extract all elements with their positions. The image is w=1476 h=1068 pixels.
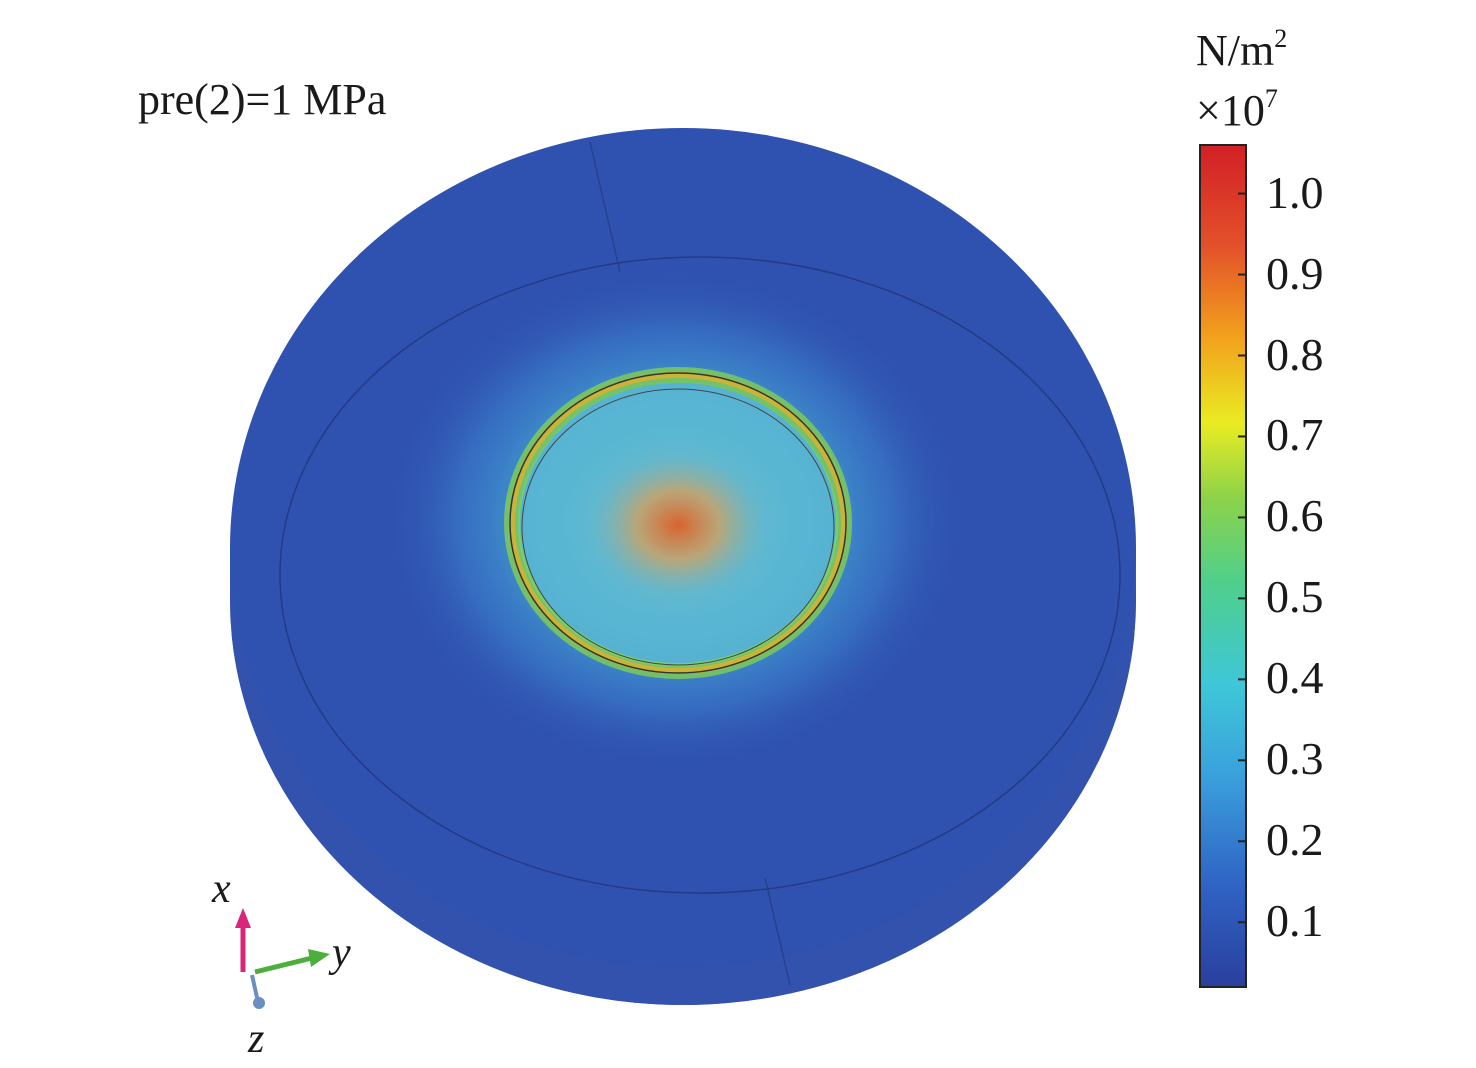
- x-arrow-head: [235, 908, 251, 928]
- y-axis-label: y: [332, 930, 351, 976]
- colorbar-tick-label: 0.9: [1266, 247, 1324, 299]
- stress-peak: [558, 425, 798, 625]
- colorbar-tick-label: 1.0: [1266, 166, 1324, 218]
- figure-annotation: pre(2)=1 MPa: [138, 75, 387, 124]
- colorbar-tick-label: 0.2: [1266, 814, 1324, 866]
- colorbar-ticks: [1238, 192, 1246, 924]
- colorbar-tick-label: 0.6: [1266, 490, 1324, 542]
- colorbar-unit: N/m2: [1196, 26, 1287, 73]
- inner-rim: [279, 256, 1121, 894]
- multiplier-exponent: 7: [1264, 84, 1278, 113]
- x-axis-label: x: [212, 866, 231, 912]
- seam-top: [589, 141, 621, 273]
- ring-edge: [509, 372, 847, 674]
- colorbar-tick-label: 0.3: [1266, 733, 1324, 785]
- colorbar-tick-label: 0.1: [1266, 895, 1324, 947]
- axes-triad: [235, 908, 330, 1009]
- multiplier-base: ×10: [1196, 86, 1265, 135]
- colorbar: [1199, 144, 1247, 988]
- colorbar-multiplier: ×107: [1196, 86, 1278, 133]
- y-arrow-head: [308, 949, 330, 967]
- z-axis-dot: [253, 997, 265, 1009]
- ring-inner-edge: [521, 388, 835, 666]
- colorbar-tick-label: 0.5: [1266, 571, 1324, 623]
- z-axis-label: z: [248, 1016, 265, 1062]
- y-axis-arrow: [254, 955, 313, 975]
- unit-exponent: 2: [1274, 24, 1288, 53]
- ring-highlight: [509, 372, 847, 674]
- unit-base: N/m: [1196, 26, 1275, 75]
- colorbar-tick-label: 0.7: [1266, 409, 1324, 461]
- colorbar-tick-label: 0.4: [1266, 652, 1324, 704]
- colorbar-tick-label: 0.8: [1266, 328, 1324, 380]
- seam-bottom: [764, 877, 791, 986]
